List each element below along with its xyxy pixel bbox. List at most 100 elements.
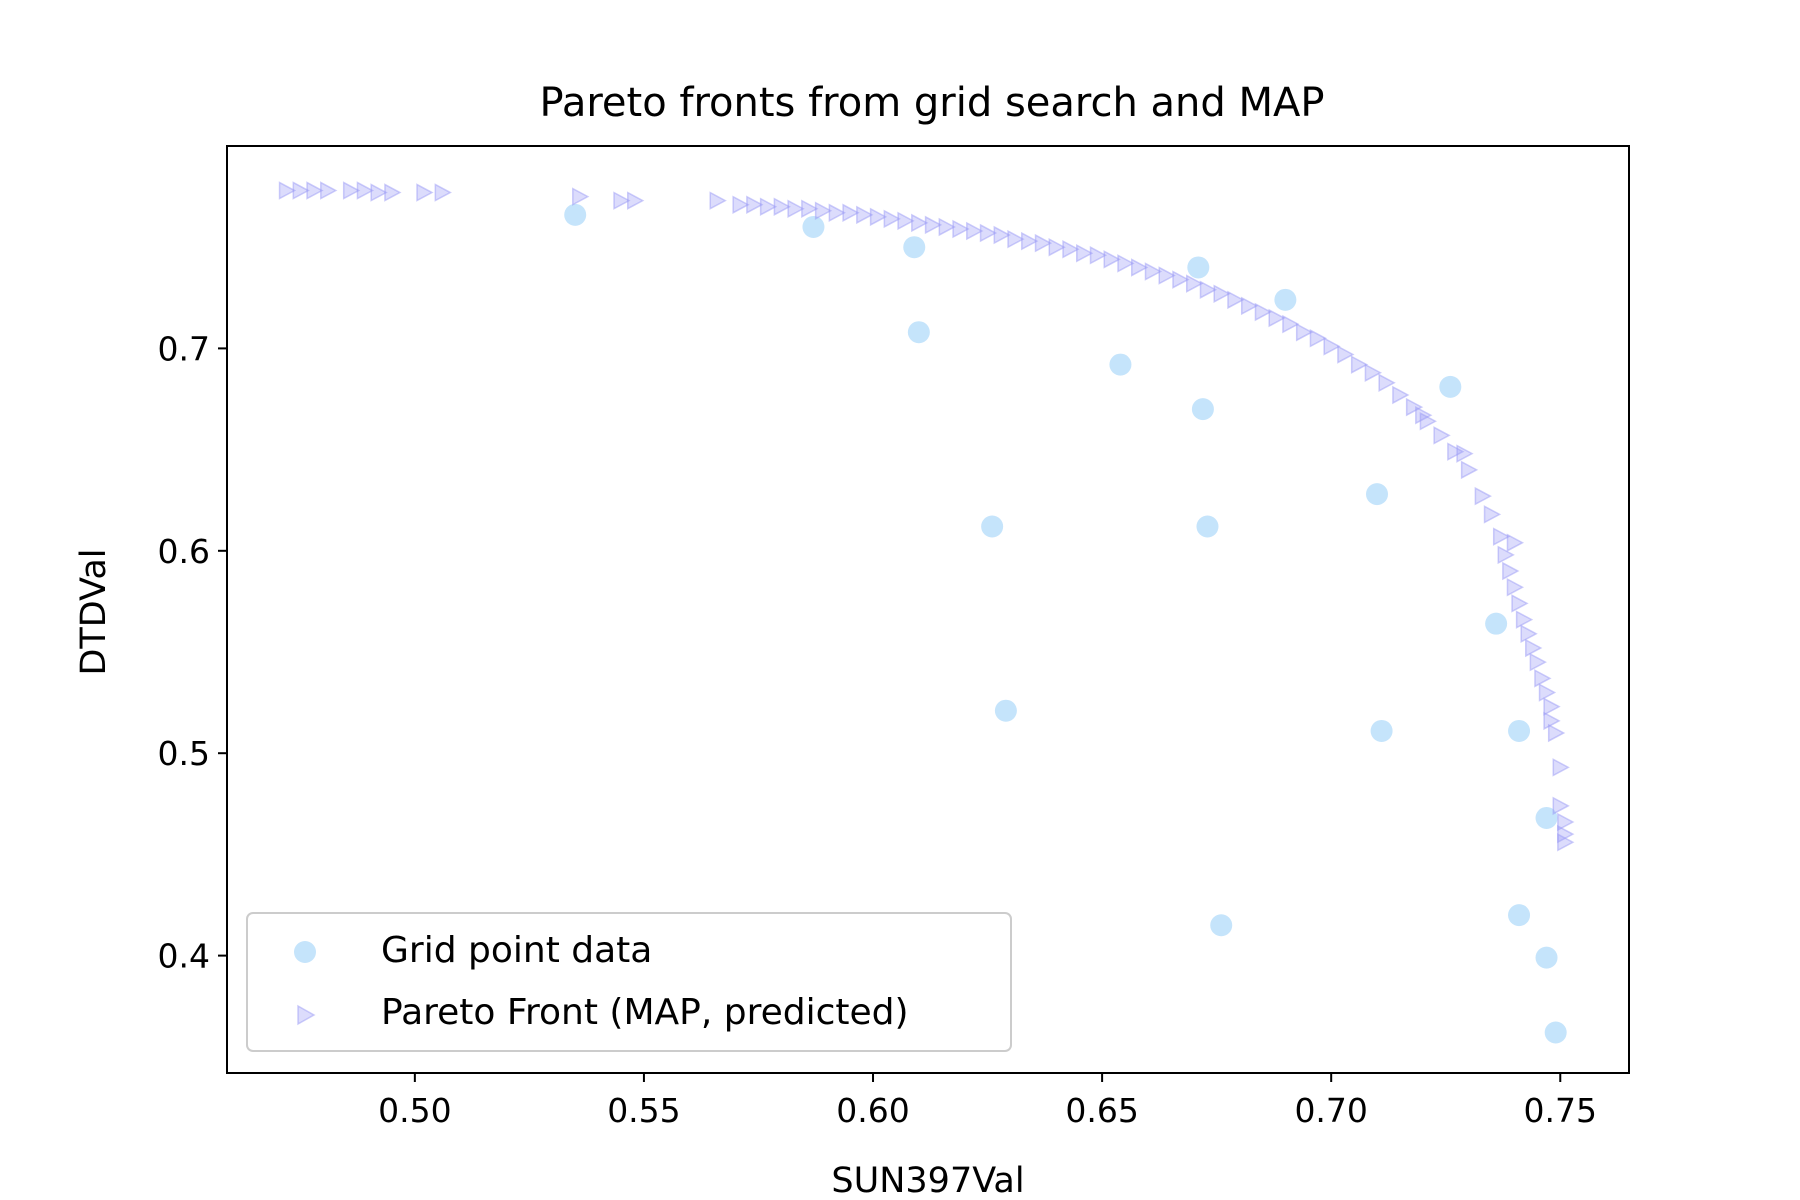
pareto-front-point — [1185, 274, 1204, 293]
pareto-front-point — [1547, 723, 1566, 743]
grid-point — [1535, 806, 1558, 829]
pareto-front-point — [1506, 577, 1525, 597]
pareto-front-point — [434, 183, 452, 202]
x-tick-label: 0.50 — [378, 1091, 451, 1130]
pareto-front-point — [1158, 266, 1176, 285]
grid-point — [1366, 483, 1389, 506]
pareto-front-point — [1447, 442, 1465, 461]
pareto-front-point — [911, 213, 929, 233]
y-tick-label: 0.4 — [158, 937, 210, 976]
y-axis: 0.4 0.5 0.6 0.7 — [158, 329, 227, 976]
legend: Grid point data Pareto Front (MAP, predi… — [246, 912, 1012, 1052]
x-tick-label: 0.60 — [836, 1091, 909, 1130]
grid-point — [1535, 946, 1558, 969]
pareto-front-point — [1199, 280, 1218, 299]
y-tick-label: 0.5 — [158, 734, 210, 773]
pareto-front-point — [1557, 812, 1575, 832]
pareto-front-point — [1520, 624, 1538, 644]
pareto-front-point — [1502, 561, 1520, 581]
pareto-front-point — [856, 205, 874, 225]
x-tick-label: 0.75 — [1524, 1091, 1597, 1130]
pareto-front-point — [993, 225, 1011, 245]
pareto-front-point — [1062, 239, 1080, 259]
pareto-front-point — [320, 181, 338, 200]
pareto-front-point — [1474, 486, 1492, 506]
pareto-front-point — [1213, 284, 1231, 304]
pareto-front-point — [613, 191, 631, 210]
pareto-front-point — [1415, 405, 1433, 425]
pareto-front-point — [1364, 363, 1383, 382]
legend-marker-grid-point — [294, 941, 316, 963]
pareto-front-point — [1034, 233, 1053, 253]
grid-point — [802, 215, 825, 238]
pareto-front-point — [787, 199, 805, 218]
grid-point — [903, 236, 926, 259]
pareto-front-point — [1021, 231, 1039, 251]
pareto-front-point — [746, 195, 764, 214]
pareto-front-point — [1048, 237, 1066, 257]
pareto-front-point — [1144, 262, 1163, 281]
pareto-front-point — [370, 183, 388, 202]
pareto-front-point — [1131, 258, 1149, 277]
x-axis-label: SUN397Val — [831, 1161, 1024, 1200]
y-axis-label: DTDVal — [74, 548, 114, 675]
pareto-front-point — [1515, 610, 1534, 629]
legend-box — [246, 912, 1012, 1052]
grid-point — [907, 321, 930, 344]
grid-point — [994, 699, 1017, 722]
pareto-front-point — [897, 211, 915, 231]
grid-point — [1109, 353, 1132, 376]
pareto-front-point — [416, 183, 434, 202]
pareto-front-point — [1497, 545, 1515, 565]
pareto-front-point — [1543, 711, 1561, 731]
grid-point — [1191, 398, 1214, 421]
pareto-front-point — [924, 215, 943, 235]
pareto-front-point — [801, 199, 819, 218]
pareto-front-point — [1282, 314, 1300, 334]
pareto-front-point — [292, 181, 310, 200]
pareto-front-point — [1529, 652, 1547, 672]
grid-point — [1274, 288, 1297, 311]
plot-area — [278, 181, 1575, 1044]
pareto-front-point — [814, 201, 833, 221]
grid-point — [1210, 914, 1233, 937]
grid-point — [1370, 719, 1393, 742]
pareto-front-point — [342, 181, 361, 200]
pareto-front-point — [773, 197, 791, 216]
pareto-front-point — [732, 195, 750, 214]
pareto-front-point — [1506, 533, 1525, 552]
pareto-front-point — [1337, 345, 1355, 364]
pareto-front-point — [1350, 355, 1369, 374]
grid-point — [1544, 1021, 1567, 1044]
pareto-front-point — [1172, 270, 1190, 289]
x-tick-label: 0.70 — [1294, 1091, 1367, 1130]
grid-point — [1196, 515, 1219, 538]
pareto-front-point — [828, 203, 846, 223]
pareto-front-point — [306, 181, 324, 200]
pareto-front-point — [1117, 254, 1135, 273]
pareto-front-point — [883, 209, 901, 229]
pareto-front-point — [1089, 246, 1108, 265]
grid-point — [981, 515, 1004, 538]
legend-label-pareto-front: Pareto Front (MAP, predicted) — [381, 992, 909, 1033]
pareto-front-point — [627, 191, 645, 210]
pareto-front-point — [1557, 833, 1575, 852]
pareto-front-point — [1323, 337, 1341, 356]
axes-frame — [226, 145, 1630, 1074]
pareto-front-point — [952, 219, 970, 239]
pareto-front-point — [1007, 229, 1025, 249]
pareto-front-point — [1295, 322, 1314, 342]
pareto-front-point — [1268, 308, 1286, 328]
pareto-front-point — [278, 181, 297, 200]
pareto-front-point — [938, 217, 956, 237]
pareto-front-point — [1534, 669, 1552, 688]
pareto-front-point — [1392, 385, 1410, 405]
pareto-front-point — [869, 207, 888, 227]
pareto-front-point — [1433, 426, 1451, 445]
pareto-front-point — [1240, 296, 1259, 316]
grid-point — [1187, 256, 1210, 279]
x-tick-label: 0.55 — [607, 1091, 680, 1130]
pareto-front-point — [1405, 397, 1424, 417]
chart-title: Pareto fronts from grid search and MAP — [540, 80, 1325, 126]
